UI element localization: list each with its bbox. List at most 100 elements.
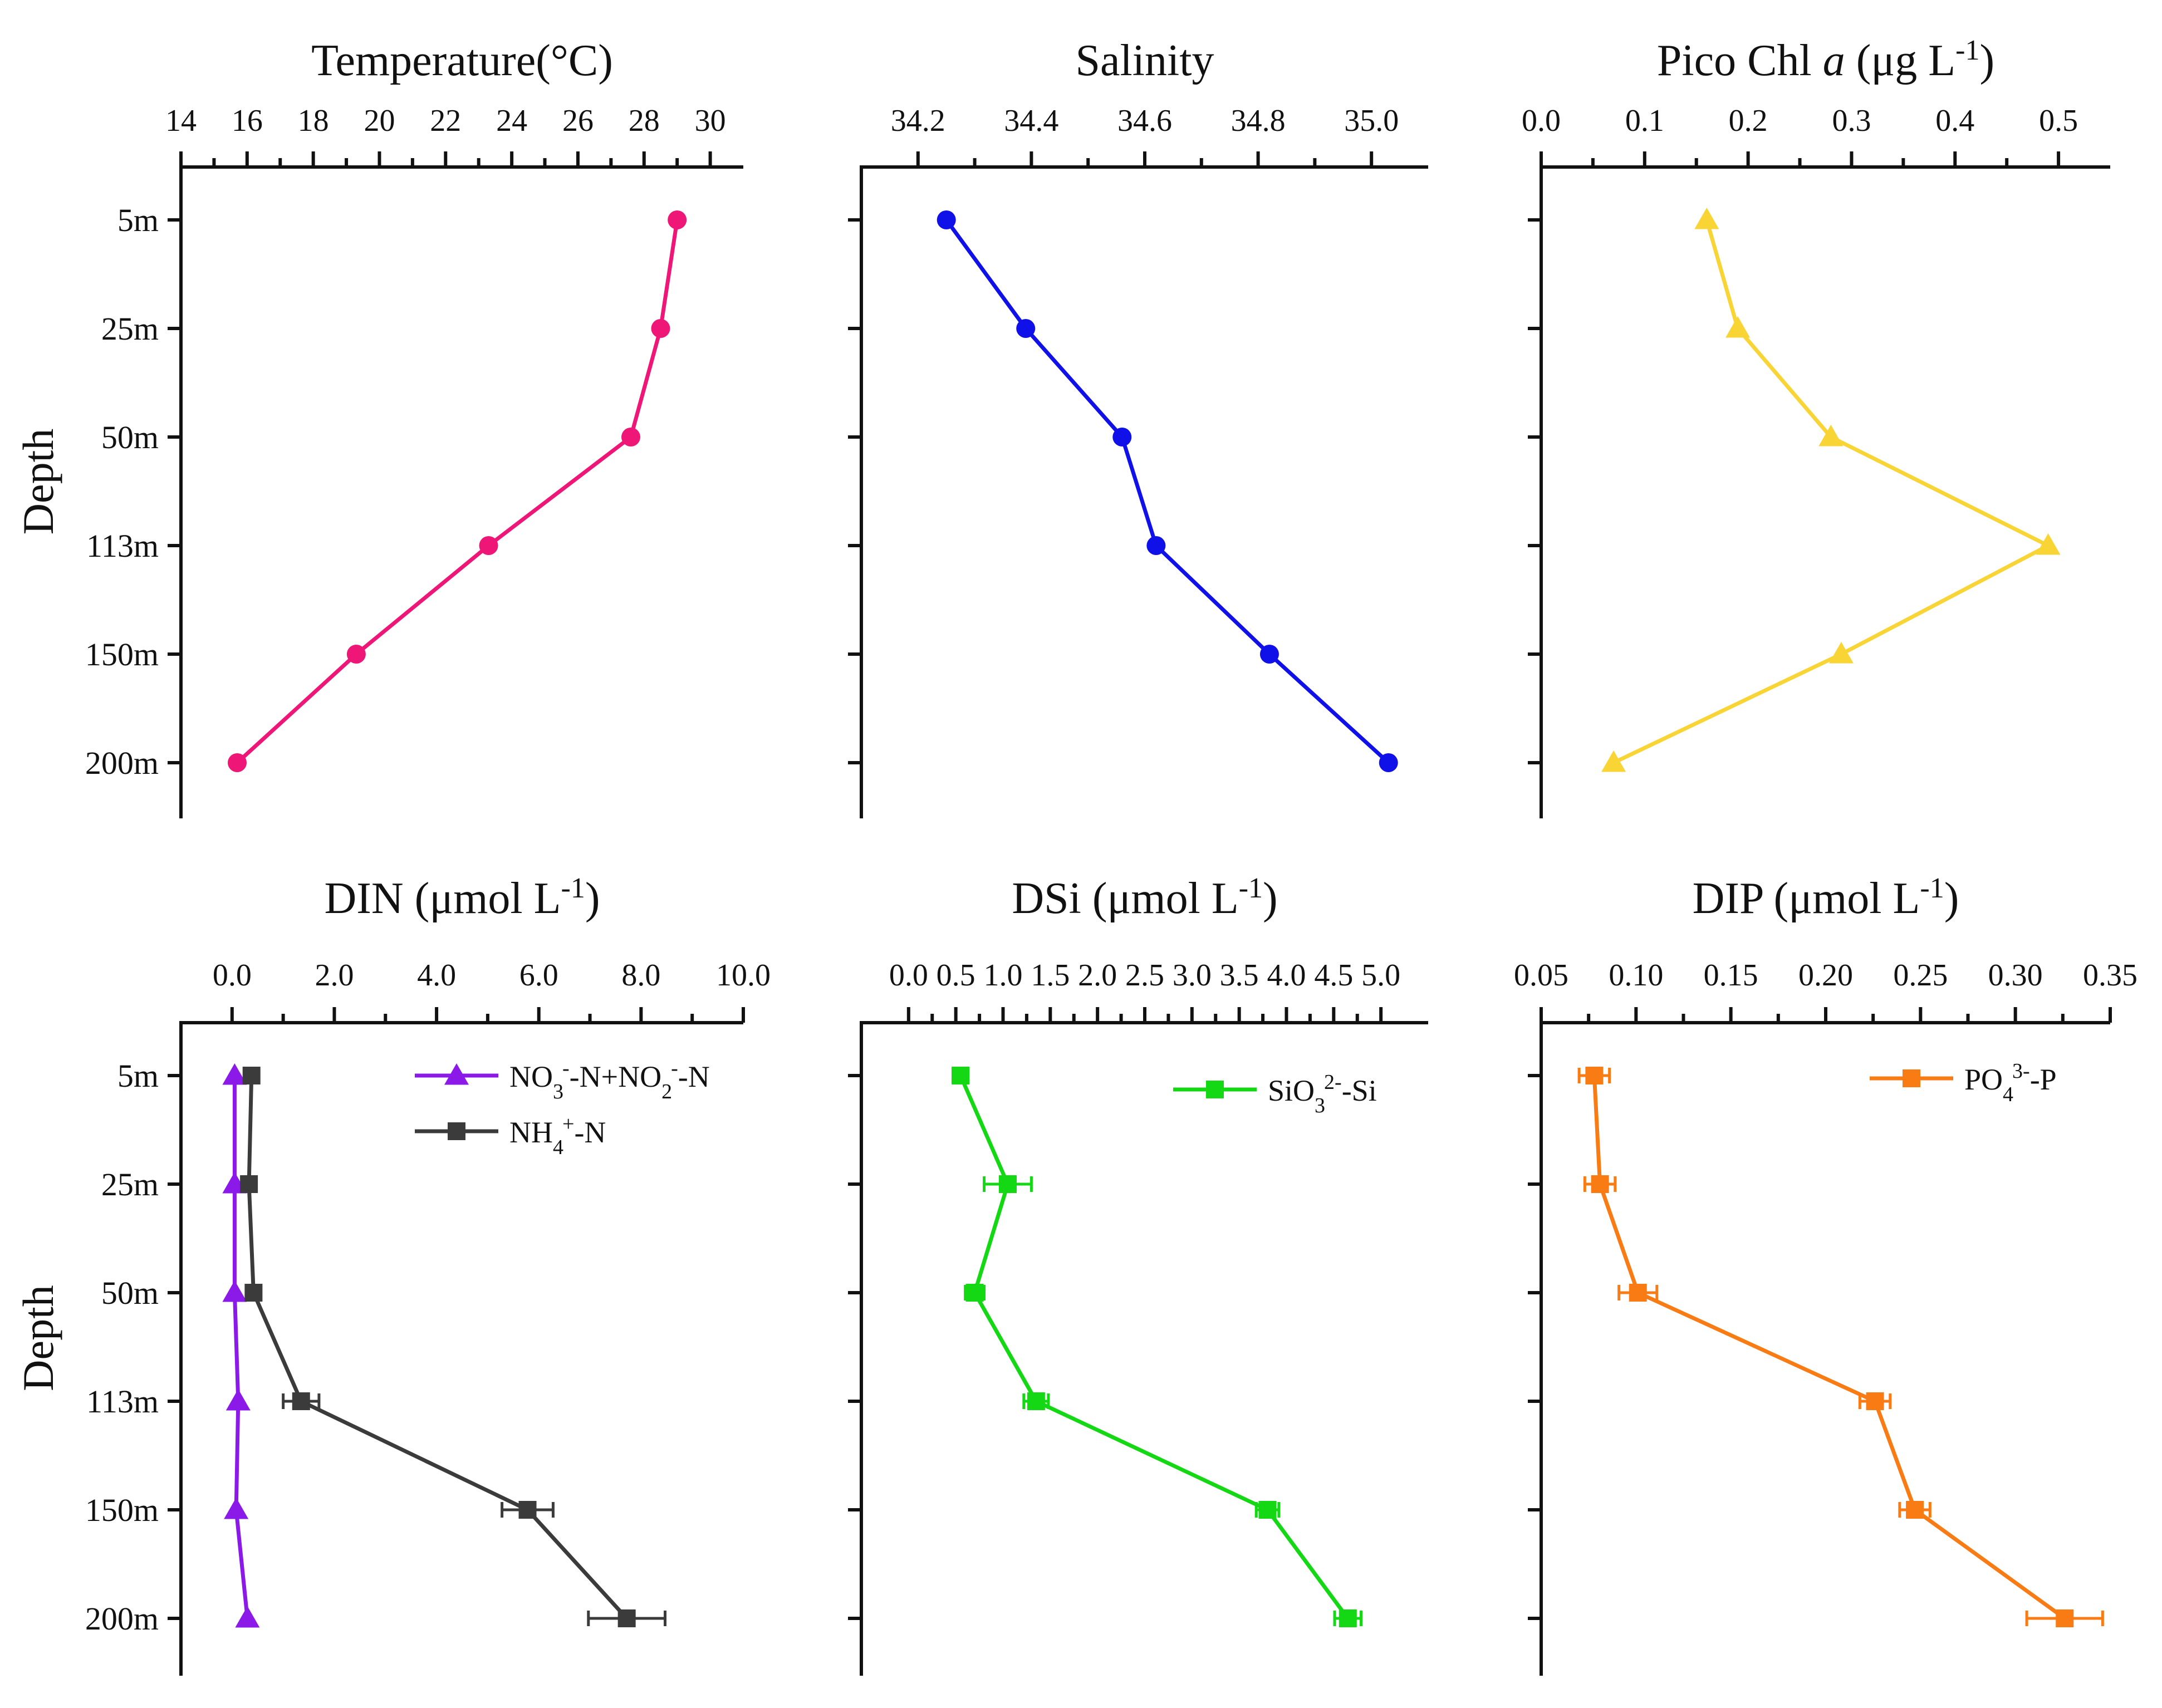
series-line bbox=[958, 1074, 1350, 1620]
y-tick-label: 113m bbox=[86, 1383, 159, 1420]
data-point bbox=[1112, 428, 1132, 446]
x-tick-label: 18 bbox=[298, 104, 329, 138]
data-point bbox=[1146, 536, 1166, 555]
data-point bbox=[222, 1063, 247, 1085]
x-tick-label: 4.0 bbox=[417, 958, 456, 993]
x-tick-label: 16 bbox=[232, 104, 263, 138]
x-tick-label: 24 bbox=[496, 104, 527, 138]
data-point bbox=[965, 1284, 984, 1302]
x-tick-label: 2.0 bbox=[315, 958, 354, 993]
data-point bbox=[346, 645, 366, 664]
x-tick-label: 34.4 bbox=[1004, 104, 1058, 138]
x-tick-label: 0.2 bbox=[1729, 104, 1768, 138]
data-point bbox=[1629, 1284, 1647, 1302]
series-1 bbox=[1577, 1067, 2104, 1627]
x-tick-label: 3.5 bbox=[1220, 958, 1259, 993]
x-tick-label: 0.3 bbox=[1832, 104, 1871, 138]
data-point bbox=[244, 1284, 263, 1302]
chart-title: Temperature(°C) bbox=[311, 36, 613, 85]
data-point bbox=[621, 428, 640, 446]
series-1 bbox=[952, 1067, 1363, 1627]
data-point bbox=[1601, 750, 1626, 772]
data-point bbox=[1016, 319, 1036, 338]
chart-title: Pico Chl a (μg L-1) bbox=[1657, 35, 1994, 86]
data-point bbox=[1259, 645, 1279, 664]
panel-6: DIP (μmol L-1) 0.05 0.10 0.15 0.20 0.25 0.30 0.… bbox=[1514, 872, 2138, 1676]
chart-title: DIN (μmol L-1) bbox=[324, 872, 600, 924]
data-point bbox=[998, 1175, 1017, 1193]
x-tick-label: 1.5 bbox=[1031, 958, 1070, 993]
data-point bbox=[2056, 1609, 2074, 1627]
data-point bbox=[242, 1067, 261, 1084]
data-point bbox=[228, 753, 247, 772]
x-tick-label: 34.2 bbox=[891, 104, 945, 138]
data-point bbox=[1828, 642, 1854, 664]
legend-marker bbox=[448, 1122, 465, 1140]
series-line bbox=[247, 1075, 629, 1620]
x-tick-label: 0.10 bbox=[1609, 958, 1663, 993]
legend-label: NH4+-N bbox=[509, 1112, 606, 1159]
y-axis-label: Depth bbox=[14, 1285, 62, 1391]
legend-label: PO43--P bbox=[1964, 1059, 2057, 1106]
y-tick-label: 5m bbox=[117, 202, 159, 238]
x-tick-label: 4.5 bbox=[1314, 958, 1353, 993]
data-point bbox=[479, 536, 498, 555]
y-tick-label: 50m bbox=[101, 419, 159, 455]
y-tick-label: 113m bbox=[86, 528, 159, 564]
x-tick-label: 0.0 bbox=[1522, 104, 1561, 138]
y-tick-label: 25m bbox=[101, 1166, 159, 1203]
series-2 bbox=[240, 1067, 667, 1627]
x-tick-label: 34.6 bbox=[1117, 104, 1172, 138]
legend-entry: NH4+-N bbox=[415, 1112, 606, 1159]
x-tick-label: 2.5 bbox=[1125, 958, 1164, 993]
x-tick-label: 0.20 bbox=[1798, 958, 1853, 993]
legend-entry: PO43--P bbox=[1870, 1059, 2057, 1106]
legend-entry: NO3--N+NO2--N bbox=[415, 1057, 710, 1103]
x-tick-label: 35.0 bbox=[1344, 104, 1399, 138]
series-1 bbox=[228, 210, 687, 772]
series-line bbox=[236, 219, 679, 764]
chart-title: DIP (μmol L-1) bbox=[1693, 872, 1959, 924]
x-tick-label: 0.25 bbox=[1893, 958, 1948, 993]
data-point bbox=[225, 1389, 251, 1411]
x-tick-label: 26 bbox=[562, 104, 594, 138]
data-point bbox=[1818, 425, 1844, 446]
y-tick-label: 50m bbox=[101, 1275, 159, 1311]
x-tick-label: 20 bbox=[364, 104, 395, 138]
x-tick-label: 28 bbox=[629, 104, 660, 138]
x-tick-label: 3.0 bbox=[1173, 958, 1212, 993]
panel-3: Pico Chl a (μg L-1) 0.0 0.1 0.2 0.3 0.4 0.5 bbox=[1522, 35, 2110, 818]
legend-marker bbox=[1903, 1069, 1920, 1087]
data-point bbox=[1866, 1392, 1884, 1410]
x-tick-label: 34.8 bbox=[1231, 104, 1286, 138]
y-tick-label: 150m bbox=[85, 1492, 159, 1528]
data-point bbox=[1339, 1609, 1357, 1627]
x-tick-label: 0.05 bbox=[1514, 958, 1568, 993]
y-axis-label: Depth bbox=[14, 429, 62, 535]
x-tick-label: 2.0 bbox=[1078, 958, 1117, 993]
data-point bbox=[1379, 753, 1398, 772]
y-tick-label: 200m bbox=[85, 745, 159, 781]
x-tick-label: 0.5 bbox=[2039, 104, 2078, 138]
x-tick-label: 22 bbox=[430, 104, 461, 138]
data-point bbox=[240, 1175, 258, 1193]
x-tick-label: 0.0 bbox=[213, 958, 252, 993]
series-1 bbox=[222, 1063, 260, 1628]
data-point bbox=[1906, 1501, 1924, 1519]
data-point bbox=[1694, 208, 1719, 229]
series-line bbox=[232, 1076, 249, 1619]
legend-entry: SiO32--Si bbox=[1173, 1071, 1377, 1117]
series-1 bbox=[1601, 208, 2061, 772]
data-point bbox=[1725, 316, 1751, 338]
x-tick-label: 0.0 bbox=[889, 958, 928, 993]
x-tick-label: 0.1 bbox=[1625, 104, 1664, 138]
data-point bbox=[1258, 1501, 1277, 1519]
x-tick-label: 0.5 bbox=[937, 958, 975, 993]
series-line bbox=[1592, 1075, 2066, 1620]
panel-2: Salinity 34.2 34.4 34.6 34.8 35.0 bbox=[848, 36, 1428, 818]
x-tick-label: 30 bbox=[695, 104, 726, 138]
y-tick-label: 25m bbox=[101, 311, 159, 347]
data-point bbox=[668, 210, 687, 229]
legend-marker bbox=[444, 1063, 469, 1085]
